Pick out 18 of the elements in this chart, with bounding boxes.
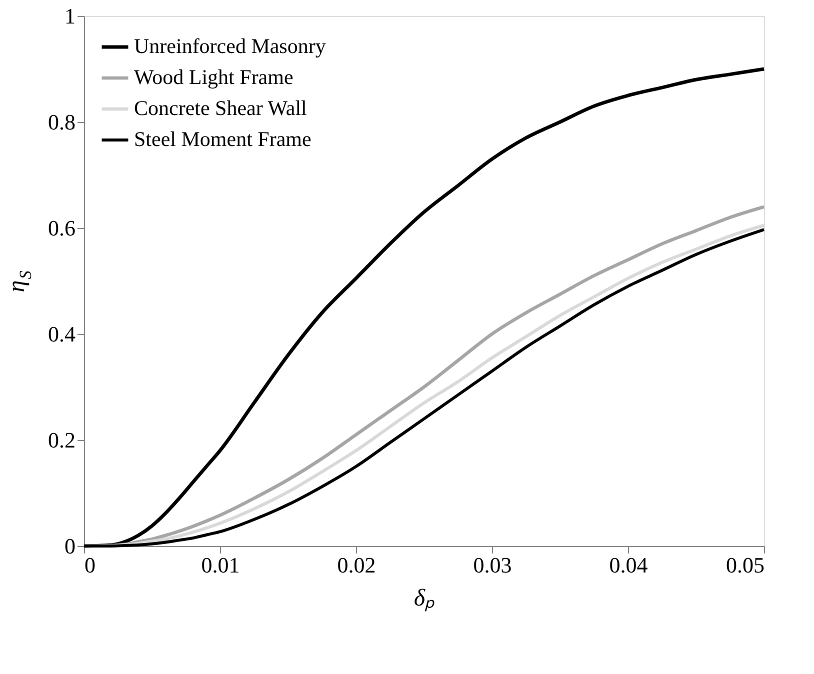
legend-label: Wood Light Frame [134, 65, 294, 89]
x-tick-label: 0.05 [726, 552, 764, 578]
x-tick-label: 0.04 [609, 552, 648, 578]
y-tick-label: 0 [64, 534, 76, 558]
legend-label: Steel Moment Frame [134, 127, 312, 151]
x-tick-label: 0.01 [201, 552, 240, 578]
x-tick-label: 0.02 [337, 552, 376, 578]
x-axis-title: δₚ [414, 586, 436, 612]
x-tick-label: 0.03 [473, 552, 512, 578]
y-tick-label: 0.8 [48, 110, 76, 134]
y-tick-label: 0.6 [48, 216, 76, 240]
x-tick-label: 0 [84, 552, 96, 578]
y-tick-label: 1 [64, 4, 76, 28]
legend-label: Concrete Shear Wall [134, 96, 308, 120]
y-tick-label: 0.4 [48, 322, 76, 346]
legend-label: Unreinforced Masonry [134, 34, 326, 58]
y-axis-title: ηS [4, 270, 35, 292]
y-tick-label: 0.2 [48, 428, 76, 452]
